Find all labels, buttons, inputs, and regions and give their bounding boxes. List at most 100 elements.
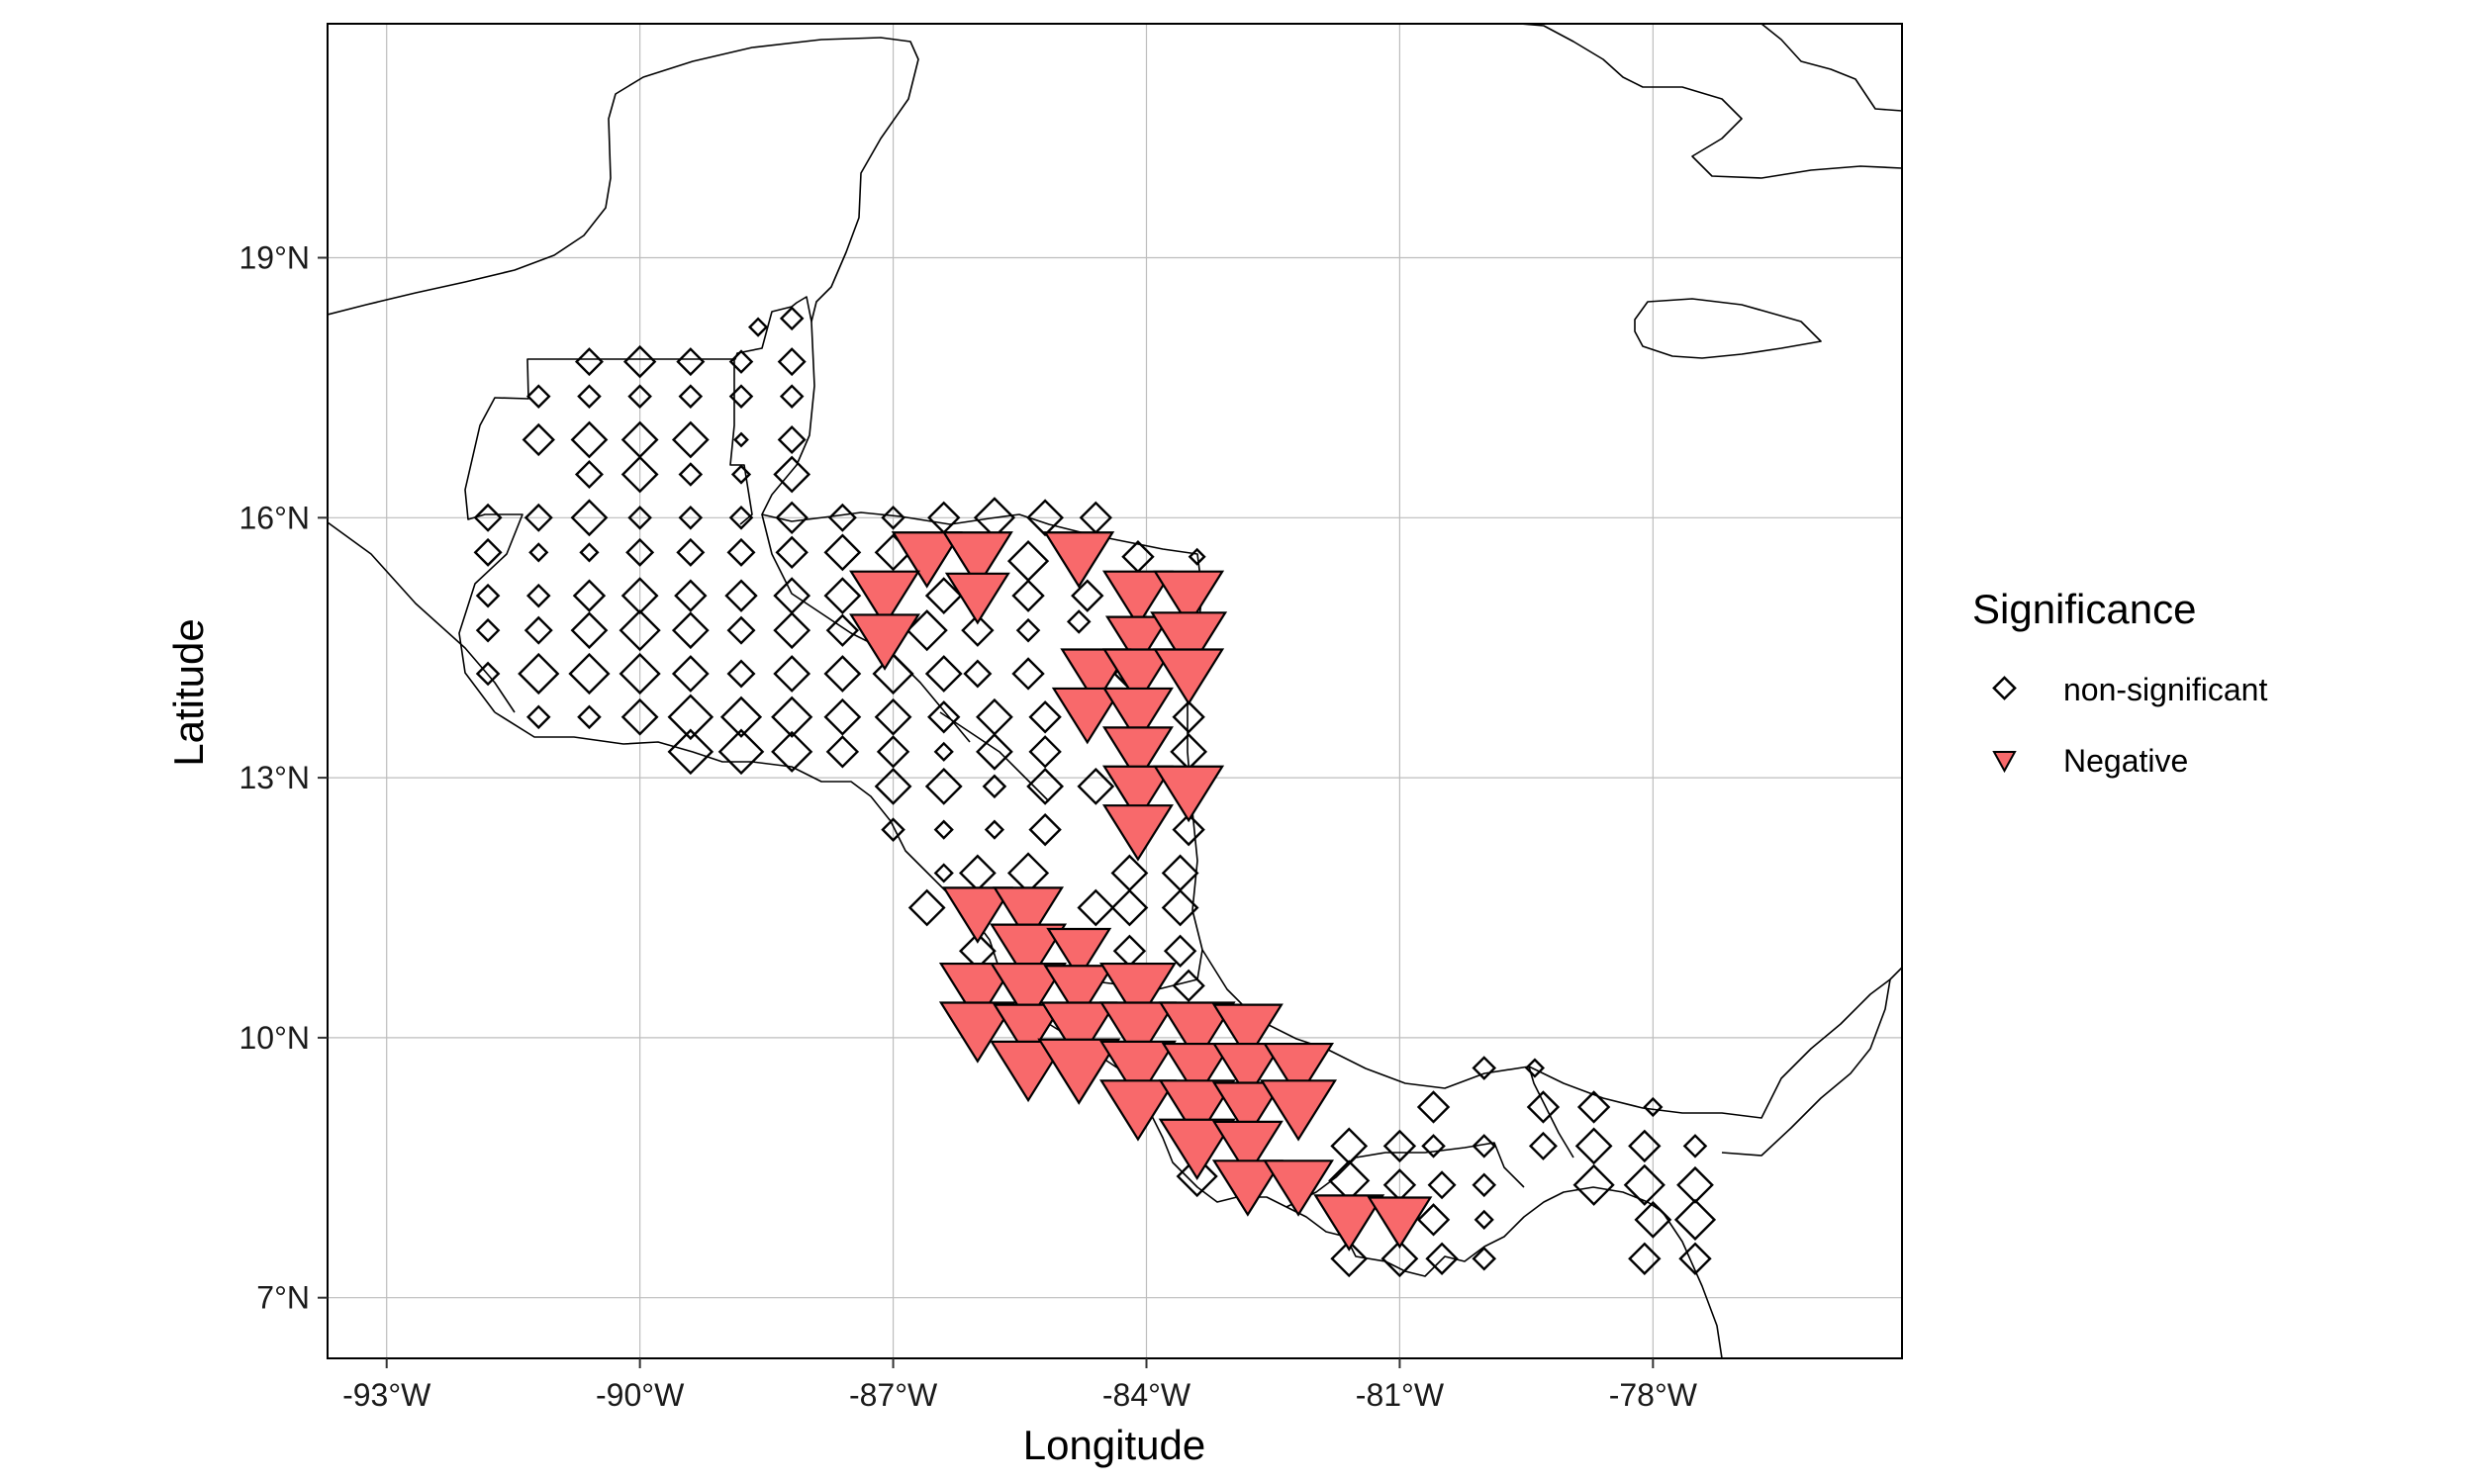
marker-non-significant [620, 697, 659, 736]
marker-non-significant [1528, 1131, 1558, 1160]
marker-negative [944, 572, 1010, 625]
marker-negative [1263, 1159, 1335, 1217]
marker-non-significant [984, 819, 1005, 840]
marker-non-significant [1330, 1240, 1369, 1278]
marker-non-significant [1416, 1090, 1451, 1124]
marker-non-significant [579, 542, 600, 563]
marker-non-significant [728, 506, 754, 530]
marker-negative [1158, 1001, 1236, 1064]
marker-non-significant [1472, 1134, 1497, 1159]
marker-negative [1313, 1194, 1385, 1252]
markers [473, 306, 1717, 1278]
marker-non-significant [773, 455, 811, 494]
marker-non-significant [924, 655, 963, 693]
marker-non-significant [825, 735, 860, 769]
x-tick-label: -93°W [342, 1377, 431, 1413]
marker-non-significant [719, 696, 763, 738]
marker-non-significant [771, 696, 813, 738]
marker-negative [849, 570, 921, 628]
marker-non-significant [525, 704, 551, 730]
marker-negative [1101, 726, 1174, 784]
marker-non-significant [1576, 1090, 1611, 1124]
marker-non-significant [618, 652, 661, 696]
marker-non-significant [726, 537, 756, 567]
marker-non-significant [1628, 1242, 1662, 1275]
marker-non-significant [933, 819, 954, 840]
marker-non-significant [924, 577, 963, 615]
marker-negative [1037, 1038, 1121, 1105]
marker-negative [1098, 1040, 1177, 1103]
marker-non-significant [570, 611, 609, 650]
x-tick-label: -78°W [1609, 1377, 1698, 1413]
marker-non-significant [674, 579, 708, 612]
marker-negative [1153, 648, 1225, 705]
marker-negative [891, 531, 963, 589]
y-tick-label: 10°N [239, 1020, 311, 1056]
x-axis: -93°W -90°W -87°W -84°W -81°W -78°W [342, 1358, 1698, 1413]
marker-non-significant [1026, 499, 1065, 537]
marker-non-significant [1163, 934, 1197, 968]
marker-non-significant [1161, 888, 1199, 927]
marker-non-significant [1188, 547, 1206, 566]
marker-negative [1101, 765, 1174, 823]
marker-non-significant [881, 817, 905, 842]
marker-non-significant [678, 462, 704, 487]
marker-non-significant [1026, 767, 1065, 805]
marker-negative [993, 1003, 1065, 1062]
marker-negative [1098, 962, 1177, 1025]
marker-non-significant [676, 537, 706, 567]
marker-non-significant [1472, 1172, 1497, 1198]
marker-non-significant [1077, 888, 1115, 927]
marker-non-significant [518, 652, 560, 696]
marker-non-significant [475, 583, 501, 608]
marker-non-significant [874, 697, 912, 736]
marker-negative [1101, 687, 1174, 745]
marker-non-significant [627, 506, 652, 530]
marker-negative [1153, 765, 1225, 823]
marker-non-significant [825, 613, 860, 647]
marker-non-significant [933, 741, 954, 762]
marker-negative [938, 962, 1016, 1025]
marker-negative [1211, 1120, 1284, 1178]
marker-non-significant [872, 652, 914, 696]
marker-non-significant [827, 503, 857, 532]
marker-non-significant [671, 611, 710, 650]
legend-item-negative: Negative [1992, 743, 2188, 779]
marker-negative [990, 962, 1068, 1025]
marker-negative [941, 886, 1013, 944]
marker-non-significant [1071, 579, 1104, 612]
marker-non-significant [823, 577, 862, 615]
marker-non-significant [1472, 1246, 1497, 1271]
marker-non-significant [676, 347, 706, 377]
marker-non-significant [1472, 1056, 1497, 1080]
marker-non-significant [1574, 1127, 1613, 1165]
marker-non-significant [574, 460, 604, 490]
triangle-down-icon [1992, 751, 2017, 774]
marker-non-significant [982, 774, 1007, 799]
marker-negative [1263, 1042, 1335, 1100]
marker-non-significant [726, 615, 756, 645]
x-tick-label: -87°W [849, 1377, 938, 1413]
marker-non-significant [671, 655, 710, 693]
marker-non-significant [667, 694, 714, 741]
marker-negative [1098, 1079, 1177, 1142]
marker-non-significant [1011, 657, 1045, 691]
marker-non-significant [1425, 1242, 1459, 1275]
legend-label-non-significant: non-significant [2063, 672, 2267, 707]
diamond-icon [1992, 676, 2017, 700]
marker-non-significant [574, 347, 604, 377]
gridlines [328, 24, 1902, 1358]
marker-non-significant [475, 661, 501, 687]
marker-non-significant [777, 347, 807, 377]
marker-non-significant [667, 728, 714, 776]
marker-non-significant [568, 652, 611, 696]
marker-non-significant [963, 659, 993, 689]
marker-non-significant [1524, 1058, 1546, 1078]
x-axis-title: Longitude [1023, 1422, 1206, 1468]
marker-non-significant [622, 344, 657, 379]
marker-negative [1211, 1003, 1284, 1062]
marker-non-significant [773, 611, 811, 650]
legend-item-non-significant: non-significant [1992, 672, 2267, 707]
marker-non-significant [618, 609, 661, 652]
